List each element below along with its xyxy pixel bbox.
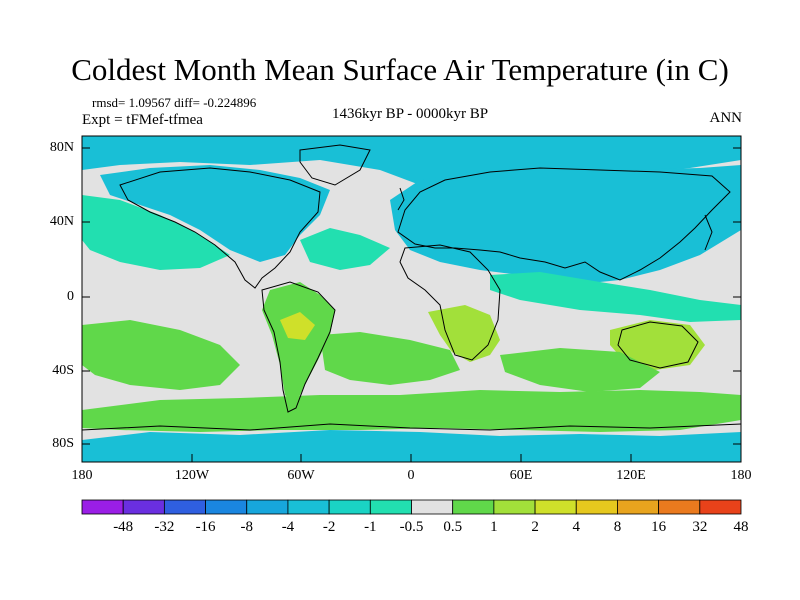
colorbar-label: 0.5 [443, 519, 463, 535]
map-title: Coldest Month Mean Surface Air Temperatu… [71, 52, 729, 87]
colorbar-box [163, 499, 206, 515]
field-namerica-cool [100, 165, 330, 262]
colorbar-label: 16 [651, 519, 667, 535]
field-eurasia-cool [390, 165, 741, 285]
lon-label-180w: 180 [71, 468, 93, 483]
colorbar-label: -48 [113, 519, 134, 535]
lat-label-80s: 80S [52, 436, 74, 451]
field-australia-warm [610, 320, 705, 370]
field-africa-warm [428, 305, 500, 362]
colorbar-box [411, 499, 454, 515]
colorbar-label: -0.5 [399, 519, 424, 535]
field-south-america-warm [262, 282, 335, 405]
field-south-atlantic-warm [320, 332, 460, 385]
lon-label-120w: 120W [174, 468, 210, 483]
colorbar-label: 8 [613, 519, 622, 535]
colorbar-box [699, 499, 742, 515]
coast-north-america [119, 167, 321, 289]
lat-label-40s: 40S [52, 363, 74, 378]
lon-label-120e: 120E [616, 468, 646, 483]
map-ticks [81, 147, 742, 462]
colorbar-box [534, 499, 577, 515]
colorbar-box [493, 499, 536, 515]
colorbar-box [205, 499, 248, 515]
colorbar-label: 1 [490, 519, 498, 535]
coast-greenland [299, 144, 371, 186]
colorbar-box [122, 499, 165, 515]
lon-label-60w: 60W [287, 468, 315, 483]
colorbar-box [287, 499, 330, 515]
lon-label-0: 0 [407, 468, 415, 483]
lat-label-40n: 40N [49, 214, 74, 229]
colorbar-boxes [81, 499, 742, 515]
field-npacific-cool [82, 195, 230, 270]
field-natlantic-cool [300, 228, 390, 270]
field-tropical-warm [280, 312, 315, 340]
colorbar-label: -1 [364, 519, 377, 535]
lat-label-0: 0 [67, 289, 74, 304]
coast-antarctica [81, 423, 742, 431]
colorbar-label: -4 [281, 519, 295, 535]
coast-australia [617, 321, 699, 369]
field-antarctic-cool [82, 430, 741, 462]
colorbar-label: 32 [692, 519, 708, 535]
colorbar-box [658, 499, 701, 515]
colorbar-label: 48 [733, 519, 749, 535]
field-indian-south-warm [500, 348, 660, 392]
colorbar-box [328, 499, 371, 515]
colorbar-box [575, 499, 618, 515]
experiment-label: Expt = tFMef-tfmea [82, 112, 203, 128]
period-label: 1436kyr BP - 0000kyr BP [331, 106, 489, 122]
map-fields [82, 136, 741, 462]
field-indian-cool [490, 272, 741, 322]
colorbar-box [81, 499, 124, 515]
stats-text: rmsd= 1.09567 diff= -0.224896 [92, 95, 257, 110]
colorbar-label: -8 [240, 519, 254, 535]
colorbar-label: 2 [531, 519, 539, 535]
coastlines [81, 144, 742, 431]
field-southern-ocean-warm [82, 390, 741, 432]
colorbar-label: 4 [572, 519, 581, 535]
field-south-pacific-warm [82, 320, 240, 390]
coast-africa [399, 244, 501, 361]
lon-label-180e: 180 [730, 468, 752, 483]
colorbar-box [246, 499, 289, 515]
coast-uk [397, 187, 405, 211]
colorbar-box [452, 499, 495, 515]
season-label: ANN [709, 110, 743, 126]
colorbar-label: -2 [322, 519, 336, 535]
lat-label-80n: 80N [49, 140, 74, 155]
colorbar-label: -32 [154, 519, 175, 535]
colorbar-label: -16 [195, 519, 216, 535]
lon-label-60e: 60E [509, 468, 533, 483]
coast-south-america [261, 281, 336, 413]
colorbar-box [617, 499, 660, 515]
coast-japan [704, 214, 713, 251]
coast-eurasia [397, 167, 731, 281]
colorbar-box [369, 499, 412, 515]
